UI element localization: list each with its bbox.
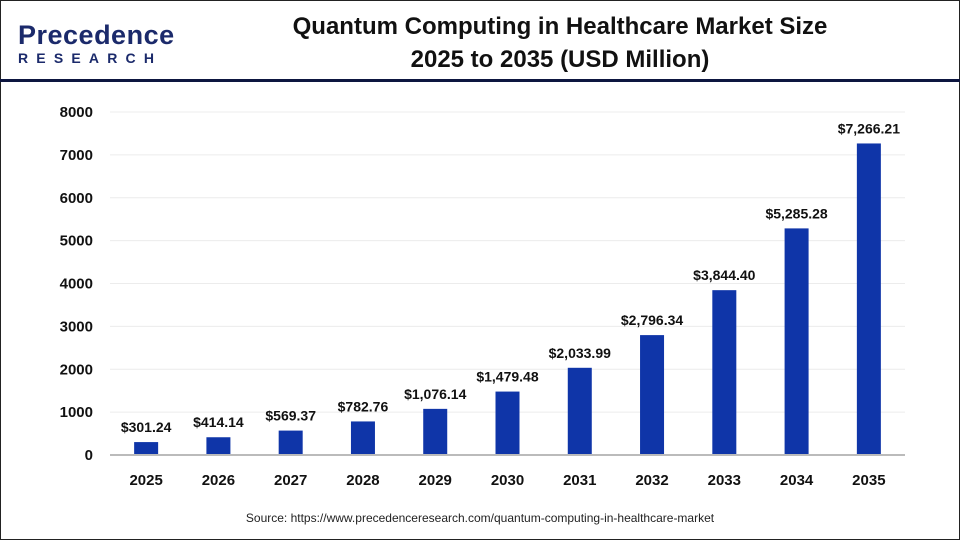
bar bbox=[640, 335, 665, 455]
y-tick-label: 6000 bbox=[60, 190, 93, 207]
y-tick-label: 5000 bbox=[60, 233, 93, 250]
bar bbox=[495, 391, 520, 455]
x-tick-label: 2026 bbox=[202, 472, 235, 489]
bar bbox=[712, 290, 737, 455]
y-tick-label: 8000 bbox=[60, 104, 93, 121]
bar bbox=[423, 408, 448, 455]
y-tick-label: 2000 bbox=[60, 361, 93, 378]
x-tick-label: 2029 bbox=[419, 472, 452, 489]
data-label: $5,285.28 bbox=[765, 205, 827, 221]
y-tick-label: 1000 bbox=[60, 404, 93, 421]
y-tick-label: 0 bbox=[85, 447, 93, 464]
data-label: $3,844.40 bbox=[693, 267, 755, 283]
data-label: $782.76 bbox=[338, 398, 389, 414]
data-label: $1,076.14 bbox=[404, 386, 466, 402]
x-tick-label: 2031 bbox=[563, 472, 596, 489]
chart-title: Quantum Computing in Healthcare Market S… bbox=[200, 10, 920, 76]
bar bbox=[567, 367, 592, 455]
x-tick-label: 2032 bbox=[635, 472, 668, 489]
x-tick-label: 2025 bbox=[129, 472, 162, 489]
data-label: $7,266.21 bbox=[838, 120, 900, 136]
header-divider bbox=[0, 79, 960, 82]
y-tick-label: 7000 bbox=[60, 147, 93, 164]
data-label: $414.14 bbox=[193, 414, 244, 430]
logo: Precedence RESEARCH bbox=[18, 22, 175, 67]
bar bbox=[278, 430, 303, 455]
bar bbox=[784, 228, 809, 455]
bar bbox=[206, 437, 231, 455]
source-note: Source: https://www.precedenceresearch.c… bbox=[245, 511, 715, 525]
bar bbox=[350, 421, 375, 455]
data-label: $1,479.48 bbox=[476, 369, 538, 385]
title-line-2: 2025 to 2035 (USD Million) bbox=[410, 46, 710, 73]
x-tick-label: 2035 bbox=[852, 472, 885, 489]
logo-wordmark: Precedence bbox=[18, 20, 175, 50]
y-tick-label: 4000 bbox=[60, 276, 93, 293]
x-tick-label: 2034 bbox=[780, 472, 814, 489]
data-label: $2,796.34 bbox=[621, 312, 683, 328]
x-tick-label: 2033 bbox=[708, 472, 741, 489]
data-label: $569.37 bbox=[265, 408, 316, 424]
bar bbox=[134, 442, 159, 455]
data-label: $301.24 bbox=[121, 419, 172, 435]
bar bbox=[856, 143, 881, 455]
x-tick-label: 2030 bbox=[491, 472, 524, 489]
y-tick-label: 3000 bbox=[60, 318, 93, 335]
logo-subtitle: RESEARCH bbox=[18, 50, 163, 66]
title-line-1: Quantum Computing in Healthcare Market S… bbox=[292, 13, 828, 40]
x-tick-label: 2028 bbox=[346, 472, 379, 489]
x-tick-label: 2027 bbox=[274, 472, 307, 489]
data-label: $2,033.99 bbox=[549, 345, 611, 361]
